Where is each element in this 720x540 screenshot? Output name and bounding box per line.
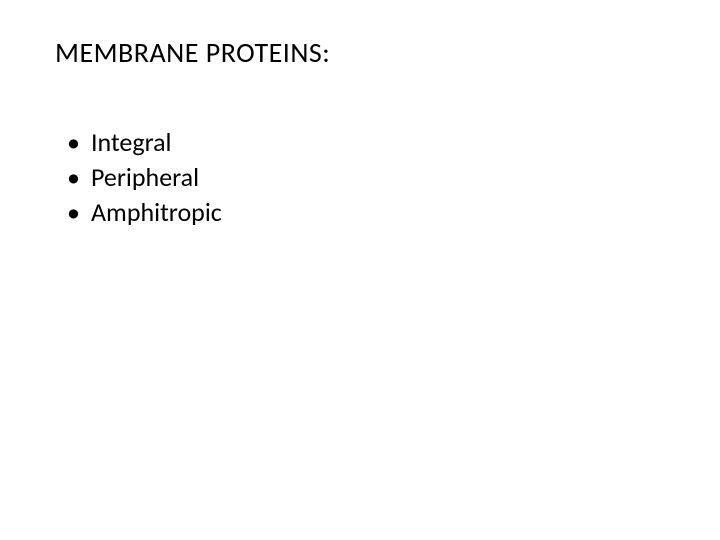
slide-title: MEMBRANE PROTEINS:	[55, 35, 665, 70]
list-item: Amphitropic	[67, 195, 665, 230]
list-item: Peripheral	[67, 160, 665, 195]
slide-container: MEMBRANE PROTEINS: Integral Peripheral A…	[0, 0, 720, 540]
list-item: Integral	[67, 125, 665, 160]
bullet-list: Integral Peripheral Amphitropic	[55, 125, 665, 230]
